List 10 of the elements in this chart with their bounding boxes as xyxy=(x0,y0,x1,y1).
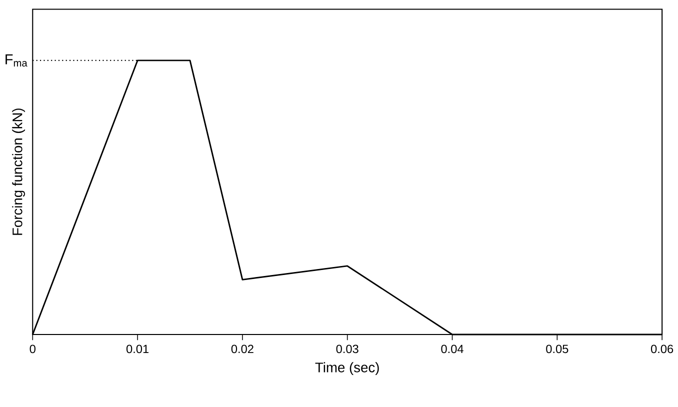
x-tick-label: 0.03 xyxy=(336,344,358,354)
y-axis-title: Forcing function (kN) xyxy=(12,108,26,235)
x-tick-label: 0.06 xyxy=(650,344,674,354)
x-tick-label: 0.02 xyxy=(231,344,254,354)
x-tick-label: 0.01 xyxy=(126,344,148,354)
ref-line-label: F$_{ma}$ xyxy=(6,54,28,67)
x-tick-label: 0 xyxy=(30,344,36,354)
x-axis-title: Time (sec) xyxy=(315,362,379,376)
x-tick-label: 0.05 xyxy=(546,344,568,354)
x-tick-label: 0.04 xyxy=(441,344,464,354)
